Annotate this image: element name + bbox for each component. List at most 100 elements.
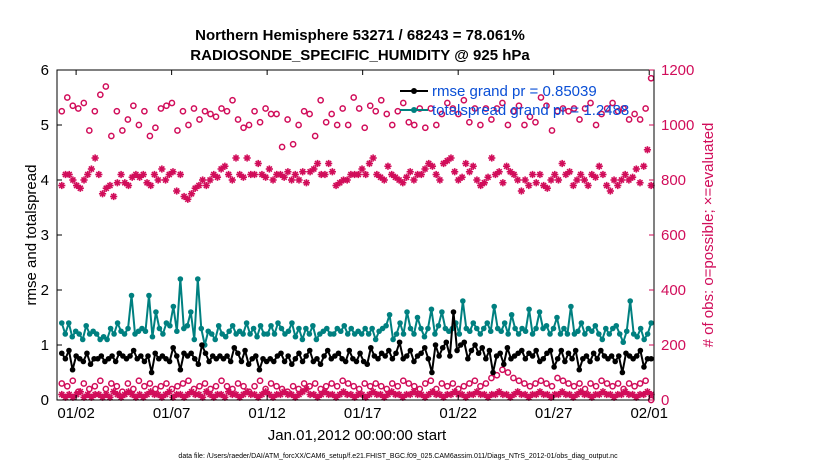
totalspread-point xyxy=(501,320,508,326)
obs_possible-point xyxy=(201,107,209,115)
obs_evaluated-stroke xyxy=(140,171,147,178)
obs_evaluated-point xyxy=(206,176,214,184)
obs_possible_low-point xyxy=(311,380,319,387)
obs_evaluated-point xyxy=(410,176,418,184)
x-tick-label: 01/12 xyxy=(248,405,286,422)
obs_evaluated-stroke xyxy=(110,193,117,200)
totalspread-point xyxy=(76,331,83,337)
obs_evaluated-stroke xyxy=(80,176,88,184)
obs_evaluated_low-stroke xyxy=(77,388,84,395)
obs_evaluated-point xyxy=(499,179,507,187)
obs_possible-point xyxy=(526,113,534,121)
obs_possible_low-point xyxy=(207,385,214,393)
obs_evaluated-point xyxy=(58,181,66,190)
rmse-point xyxy=(454,347,460,354)
obs_evaluated_low-stroke xyxy=(370,388,377,395)
obs_possible-point xyxy=(322,118,330,126)
obs_possible-point xyxy=(124,116,132,123)
obs_possible_low-point xyxy=(449,380,457,387)
obs_possible-point xyxy=(647,74,655,82)
obs_evaluated-point xyxy=(265,165,273,173)
obs_evaluated_low-point xyxy=(117,393,125,401)
obs_evaluated-point xyxy=(91,154,99,162)
obs_evaluated_low-point xyxy=(451,388,459,396)
obs_evaluated-stroke xyxy=(436,176,443,184)
rmse-point xyxy=(138,353,144,359)
rmse-point xyxy=(335,350,342,357)
obs_possible_low-point xyxy=(107,380,115,387)
x-tick-label: 01/02 xyxy=(57,405,95,422)
obs_evaluated_low-stroke xyxy=(388,388,395,395)
obs_evaluated-stroke xyxy=(622,171,629,178)
obs_possible_low-point xyxy=(394,382,402,390)
totalspread-point xyxy=(362,325,368,332)
obs_evaluated-stroke xyxy=(514,176,521,184)
obs_evaluated-stroke xyxy=(399,179,406,186)
obs_evaluated_low-stroke xyxy=(206,391,214,398)
obs_evaluated-point xyxy=(228,176,236,184)
obs_possible-point xyxy=(179,107,187,115)
totalspread-point xyxy=(421,333,428,340)
legend: rmse grand pr = 0.85039 totalspread gran… xyxy=(400,83,629,119)
totalspread-point xyxy=(184,322,191,329)
rmse-point xyxy=(594,355,601,362)
obs_evaluated-stroke xyxy=(169,168,177,175)
rmse-point xyxy=(321,353,327,359)
obs_evaluated-point xyxy=(421,165,429,173)
y-axis-right-label: # of obs: o=possible; ×=evaluated xyxy=(700,123,717,348)
totalspread-point xyxy=(491,303,498,310)
totalspread-point xyxy=(627,298,634,304)
totalspread-point xyxy=(589,328,595,335)
rmse-point xyxy=(62,355,69,362)
obs_evaluated-point xyxy=(354,170,362,179)
obs_possible-point xyxy=(559,105,567,112)
obs_possible_low-point xyxy=(300,380,308,387)
totalspread-point xyxy=(167,322,173,329)
obs_possible_low-point xyxy=(267,380,275,387)
obs_evaluated-point xyxy=(462,159,470,168)
obs_possible-point xyxy=(69,102,77,110)
y-left-tick-label: 6 xyxy=(41,62,49,79)
obs_possible-point xyxy=(471,105,479,112)
obs_possible-point xyxy=(603,105,611,112)
obs_evaluated_low-stroke xyxy=(244,388,251,395)
obs_evaluated-stroke xyxy=(95,171,102,178)
rmse-point xyxy=(109,353,115,359)
obs_possible_low-point xyxy=(63,382,71,390)
totalspread-point xyxy=(229,322,236,329)
totalspread-point xyxy=(264,331,271,337)
totalspread-point xyxy=(191,336,198,343)
rmse-point xyxy=(554,355,561,362)
obs_evaluated-point xyxy=(551,170,559,179)
obs_evaluated-stroke xyxy=(162,176,169,184)
data-file-footer: data file: /Users/raeder/DAI/ATM_forcXX/… xyxy=(178,453,618,460)
y-left-tick-label: 1 xyxy=(41,337,49,354)
rmse-point xyxy=(389,355,396,362)
y-right-tick-label: 1200 xyxy=(661,62,694,79)
obs_evaluated-point xyxy=(269,176,277,184)
rmse-point xyxy=(303,353,309,359)
rmse-point xyxy=(306,347,313,354)
obs_evaluated-point xyxy=(525,181,533,190)
totalspread-point xyxy=(487,328,494,335)
obs_possible_low-point xyxy=(631,382,638,390)
obs_possible_low-point xyxy=(543,380,550,387)
totalspread-point xyxy=(641,336,647,343)
rmse-point xyxy=(191,355,198,362)
totalspread-point xyxy=(250,325,257,332)
obs_possible-point xyxy=(80,99,88,107)
obs_possible_low-point xyxy=(174,382,181,390)
totalspread-point xyxy=(466,328,473,335)
rmse-point xyxy=(551,364,557,370)
obs_possible-point xyxy=(410,121,418,129)
obs_possible-point xyxy=(609,99,616,107)
obs_possible-point xyxy=(620,105,627,112)
obs_possible_low-point xyxy=(592,382,600,390)
obs_possible-point xyxy=(234,116,242,123)
totalspread-point xyxy=(439,309,445,315)
rmse-point xyxy=(299,358,306,365)
obs_possible-point xyxy=(405,118,413,126)
obs_evaluated-stroke xyxy=(355,171,362,178)
obs_evaluated-point xyxy=(106,181,114,190)
obs_evaluated_low-stroke xyxy=(58,391,65,398)
